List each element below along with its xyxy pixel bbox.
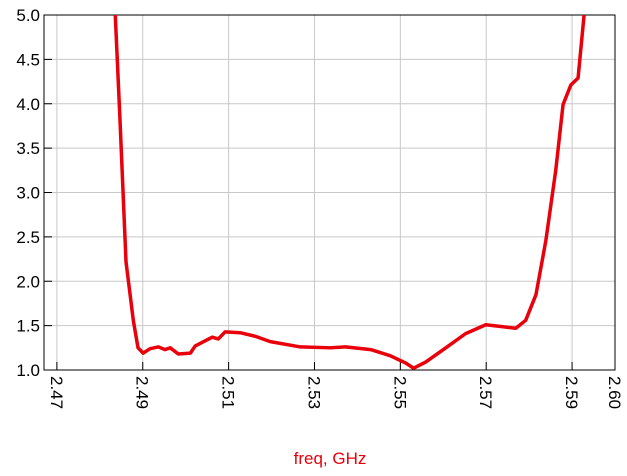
y-tick-label: 1.0: [16, 361, 40, 380]
x-axis-label: freq, GHz: [294, 449, 367, 468]
x-tick-label: 2.55: [390, 376, 409, 409]
x-tick-label: 2.59: [562, 376, 581, 409]
x-tick-label: 2.53: [304, 376, 323, 409]
y-tick-label: 5.0: [16, 6, 40, 25]
data-line: [113, 15, 586, 370]
y-tick-label: 1.5: [16, 317, 40, 336]
y-tick-label: 2.0: [16, 272, 40, 291]
plot-frame: [43, 14, 616, 371]
y-tick-label: 4.5: [16, 50, 40, 69]
x-tick-label: 2.49: [133, 376, 152, 409]
y-tick-label: 4.0: [16, 95, 40, 114]
y-tick-label: 2.5: [16, 228, 40, 247]
y-tick-label: 3.5: [16, 139, 40, 158]
y-tick-label: 3.0: [16, 184, 40, 203]
x-tick-label: 2.47: [47, 376, 66, 409]
x-tick-label: 2.57: [476, 376, 495, 409]
x-tick-label: 2.51: [219, 376, 238, 409]
x-tick-label: 2.60: [605, 376, 624, 409]
